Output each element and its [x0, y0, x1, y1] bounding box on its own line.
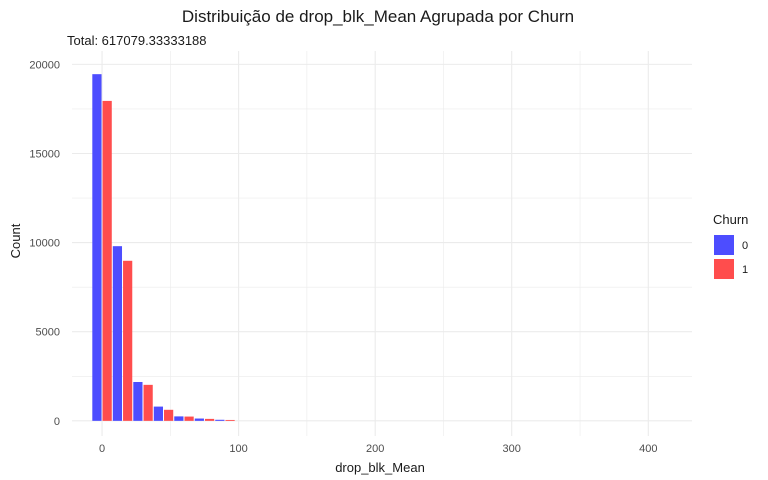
bar-churn-1 [164, 409, 174, 421]
bar-churn-0 [133, 381, 143, 421]
x-tick-label: 200 [366, 443, 384, 455]
bar-churn-0 [174, 416, 184, 421]
legend: Churn 0 1 [713, 212, 748, 279]
y-tick-label: 20000 [29, 59, 60, 71]
bar-churn-0 [92, 74, 102, 421]
x-tick-label: 400 [639, 443, 657, 455]
legend-swatch-1 [714, 259, 734, 279]
bar-churn-1 [123, 260, 133, 421]
bar-churn-1 [143, 384, 153, 421]
chart-title: Distribuição de drop_blk_Mean Agrupada p… [182, 7, 574, 26]
legend-swatch-0 [714, 235, 734, 255]
bar-churn-1 [204, 418, 215, 421]
x-tick-label: 0 [99, 443, 105, 455]
chart-subtitle: Total: 617079.33333188 [67, 33, 207, 48]
x-tick-label: 300 [503, 443, 521, 455]
bar-churn-0 [153, 406, 163, 421]
y-axis-ticks: 0 5000 10000 15000 20000 [29, 59, 60, 427]
y-tick-label: 0 [54, 416, 60, 428]
bar-churn-1 [184, 416, 194, 421]
x-axis-title: drop_blk_Mean [335, 460, 425, 475]
legend-label-1: 1 [742, 264, 748, 276]
bars [92, 74, 235, 421]
bar-churn-0 [215, 419, 225, 421]
grid [72, 51, 692, 436]
legend-label-0: 0 [742, 240, 748, 252]
x-tick-label: 100 [229, 443, 247, 455]
y-tick-label: 5000 [36, 327, 60, 339]
bar-churn-1 [225, 419, 235, 421]
x-axis-ticks: 0 100 200 300 400 [99, 443, 657, 455]
bar-churn-1 [102, 100, 112, 421]
bar-churn-0 [112, 246, 123, 421]
y-axis-title: Count [8, 223, 23, 258]
y-tick-label: 15000 [29, 148, 60, 160]
legend-title: Churn [713, 212, 748, 227]
y-tick-label: 10000 [29, 238, 60, 250]
bar-churn-0 [194, 418, 204, 421]
